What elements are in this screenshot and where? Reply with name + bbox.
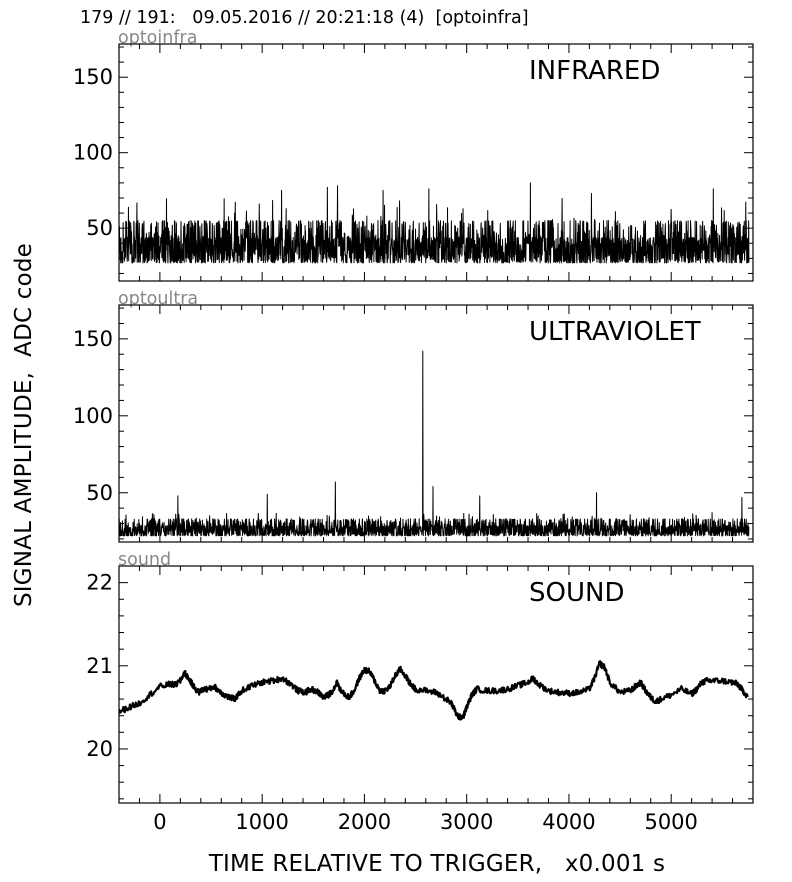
series-line xyxy=(119,182,750,264)
x-axis-label: TIME RELATIVE TO TRIGGER, x0.001 s xyxy=(208,851,666,877)
panel-title-infrared: INFRARED xyxy=(529,56,660,86)
y-tick-label: 21 xyxy=(86,654,113,678)
y-tick-label: 22 xyxy=(86,571,113,595)
series-line xyxy=(119,660,749,721)
plot-frame xyxy=(118,565,754,804)
panel-infrared: optoinfra INFRARED 50 100 150 xyxy=(73,28,754,282)
y-tick-label: 100 xyxy=(73,404,113,428)
y-tick-label: 150 xyxy=(73,65,113,89)
y-tick-label: 150 xyxy=(73,327,113,351)
panel-ultraviolet: optoultra ULTRAVIOLET 50 100 150 xyxy=(73,289,754,543)
x-tick-label: 0 xyxy=(153,810,166,834)
x-tick-label: 4000 xyxy=(542,810,595,834)
y-tick-label: 20 xyxy=(86,737,113,761)
page-title: 179 // 191: 09.05.2016 // 20:21:18 (4) [… xyxy=(80,8,529,28)
y-tick-label: 50 xyxy=(86,216,113,240)
y-tick-label: 100 xyxy=(73,141,113,165)
x-tick-label: 5000 xyxy=(644,810,697,834)
plot-frame xyxy=(118,43,754,282)
channel-name-ultraviolet: optoultra xyxy=(118,289,198,309)
panel-title-sound: SOUND xyxy=(529,578,624,608)
y-tick-label: 50 xyxy=(86,481,113,505)
x-tick-label: 2000 xyxy=(338,810,391,834)
series-line xyxy=(119,350,750,537)
channel-name-infrared: optoinfra xyxy=(118,28,197,48)
x-tick-label: 3000 xyxy=(440,810,493,834)
panel-sound: sound SOUND 20 21 22 0 1000 2000 3000 4000 5000 xyxy=(86,550,754,834)
panel-title-ultraviolet: ULTRAVIOLET xyxy=(529,317,701,347)
channel-name-sound: sound xyxy=(118,550,171,570)
plot-frame xyxy=(118,304,754,543)
y-axis-label: SIGNAL AMPLITUDE, ADC code xyxy=(11,242,37,608)
x-tick-label: 1000 xyxy=(235,810,288,834)
